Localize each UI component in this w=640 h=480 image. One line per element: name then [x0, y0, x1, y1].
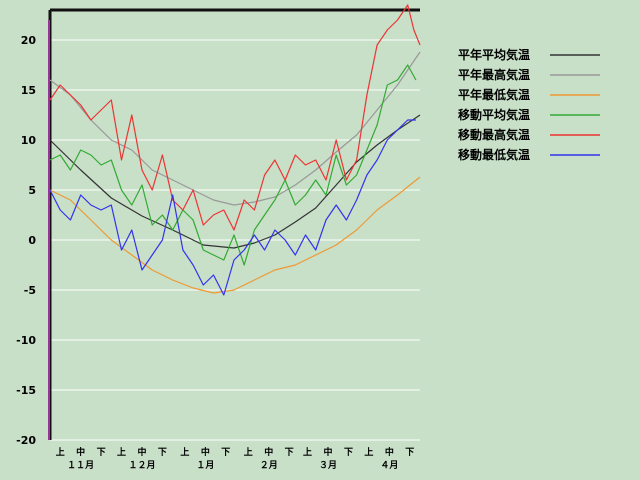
- plot-area: [50, 10, 420, 440]
- series-line-6: [49, 119, 416, 296]
- x-tick-label: 上: [364, 446, 373, 458]
- y-tick-label: -20: [16, 434, 36, 447]
- series-line-5: [49, 4, 421, 231]
- y-tick-label: 10: [21, 134, 37, 147]
- x-tick-label: 中: [76, 446, 85, 458]
- series-line-2: [49, 51, 421, 206]
- y-tick-label: -15: [16, 384, 36, 397]
- x-tick-label: 上: [56, 446, 65, 458]
- x-tick-label: 中: [264, 446, 273, 458]
- x-tick-label: 上: [180, 446, 189, 458]
- x-tick-label: 中: [324, 446, 333, 458]
- x-tick-label: 中: [385, 446, 394, 458]
- x-month-label: １２月: [128, 460, 155, 471]
- x-tick-label: 下: [344, 447, 353, 458]
- legend-label: 移動最低気温: [458, 147, 530, 162]
- x-tick-label: 下: [221, 447, 230, 458]
- legend-label: 移動最高気温: [458, 127, 530, 142]
- y-tick-label: 20: [21, 34, 37, 47]
- x-tick-label: 上: [303, 446, 312, 458]
- x-tick-label: 下: [285, 447, 294, 458]
- x-tick-label: 上: [117, 446, 126, 458]
- x-tick-label: 上: [244, 446, 253, 458]
- y-tick-label: -10: [16, 334, 36, 347]
- y-tick-label: -5: [24, 284, 36, 297]
- x-tick-label: 下: [158, 447, 167, 458]
- y-tick-label: 0: [28, 234, 36, 247]
- legend-label: 平年最低気温: [458, 87, 530, 102]
- x-month-label: １月: [196, 460, 214, 471]
- legend-label: 平年最高気温: [458, 67, 530, 82]
- series-line-3: [49, 176, 421, 294]
- x-tick-label: 中: [137, 446, 146, 458]
- x-tick-label: 中: [201, 446, 210, 458]
- x-month-label: １１月: [67, 460, 94, 471]
- y-tick-label: 15: [21, 84, 36, 97]
- series-line-4: [49, 64, 417, 266]
- x-month-label: ２月: [260, 460, 278, 471]
- x-month-label: ４月: [380, 460, 398, 471]
- legend-label: 移動平均気温: [458, 107, 530, 122]
- series-line-1: [49, 114, 421, 249]
- x-month-label: ３月: [319, 460, 337, 471]
- x-tick-label: 下: [97, 447, 106, 458]
- x-tick-label: 下: [405, 447, 414, 458]
- y-tick-label: 5: [28, 184, 36, 197]
- legend-label: 平年平均気温: [458, 47, 530, 62]
